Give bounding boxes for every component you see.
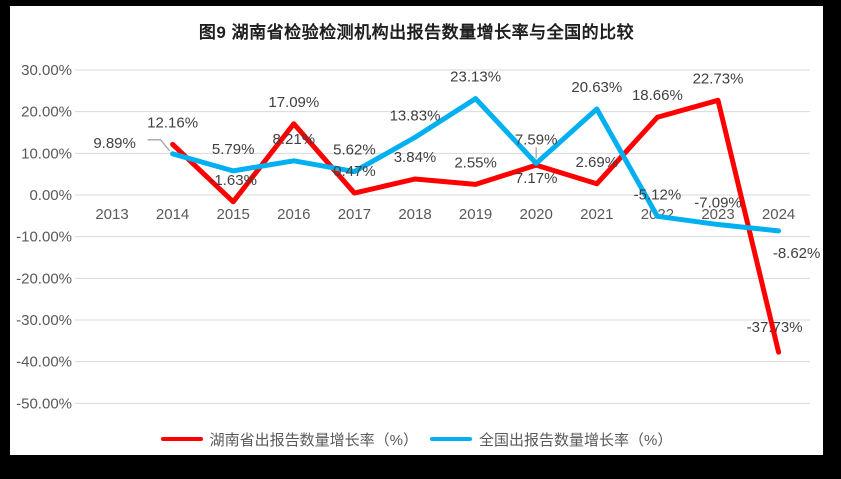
y-axis-tick-label: -20.00% (16, 270, 72, 287)
chart-legend: 湖南省出报告数量增长率（%） 全国出报告数量增长率（%） (10, 429, 823, 449)
legend-line-swatch-national (430, 437, 472, 441)
data-label: -1.63% (209, 172, 257, 189)
data-label: 7.59% (515, 131, 558, 148)
data-label: 9.89% (93, 135, 136, 152)
data-label: 3.84% (394, 149, 437, 166)
legend-item-national: 全国出报告数量增长率（%） (430, 429, 672, 450)
x-axis-tick-label: 2023 (701, 206, 734, 223)
label-leader-line (147, 139, 171, 152)
x-axis-tick-label: 2013 (95, 206, 128, 223)
x-axis-tick-label: 2024 (762, 206, 795, 223)
data-label: -5.12% (634, 186, 682, 203)
y-axis-tick-label: 10.00% (21, 145, 72, 162)
legend-item-hunan: 湖南省出报告数量增长率（%） (160, 429, 418, 450)
legend-label-national: 全国出报告数量增长率（%） (479, 431, 673, 449)
data-label: 5.62% (333, 142, 376, 159)
y-axis-tick-label: -40.00% (16, 354, 72, 371)
data-label: 8.21% (273, 131, 316, 148)
plot-area: 30.00% 20.00% 10.00% 0.00% -10.00% -20.00% -30… (16, 62, 821, 412)
x-axis-tick-label: 2018 (398, 206, 431, 223)
x-axis-tick-label: 2021 (580, 206, 613, 223)
x-axis-tick-label: 2020 (520, 206, 553, 223)
x-axis-tick-label: 2015 (217, 206, 250, 223)
data-label: 5.79% (212, 141, 255, 158)
data-label: -7.09% (694, 195, 742, 212)
y-axis-tick-label: -50.00% (16, 395, 72, 412)
x-axis-tick-label: 2017 (338, 206, 371, 223)
y-axis-tick-label: 20.00% (21, 104, 72, 121)
data-label: 2.69% (576, 154, 619, 171)
chart-panel: 图9 湖南省检验检测机构出报告数量增长率与全国的比较 30.00% 20.00% 1… (10, 6, 823, 455)
data-label: -37.73% (747, 319, 803, 336)
data-label: 18.66% (632, 87, 683, 104)
x-axis-tick-label: 2019 (459, 206, 492, 223)
y-axis-tick-label: -10.00% (16, 229, 72, 246)
y-axis-tick-label: 0.00% (29, 187, 72, 204)
data-label: -8.62% (773, 245, 821, 262)
data-label: 13.83% (390, 107, 441, 124)
data-label: 12.16% (147, 114, 198, 131)
series-line-1 (170, 96, 782, 234)
data-label: 2.55% (454, 154, 497, 171)
data-label: 17.09% (268, 94, 319, 111)
series-line-0 (170, 97, 782, 355)
legend-label-hunan: 湖南省出报告数量增长率（%） (209, 431, 418, 449)
x-axis-tick-label: 2016 (277, 206, 310, 223)
y-axis-tick-label: -30.00% (16, 312, 72, 329)
x-axis-tick-label: 2014 (156, 206, 189, 223)
data-label: 7.17% (515, 170, 558, 187)
y-axis-tick-label: 30.00% (21, 62, 72, 79)
data-label: 23.13% (450, 69, 501, 86)
chart-title: 图9 湖南省检验检测机构出报告数量增长率与全国的比较 (198, 23, 635, 42)
data-label: 22.73% (693, 70, 744, 87)
data-label: 20.63% (571, 79, 622, 96)
legend-line-swatch-hunan (160, 437, 203, 441)
data-label: 0.47% (333, 163, 376, 180)
